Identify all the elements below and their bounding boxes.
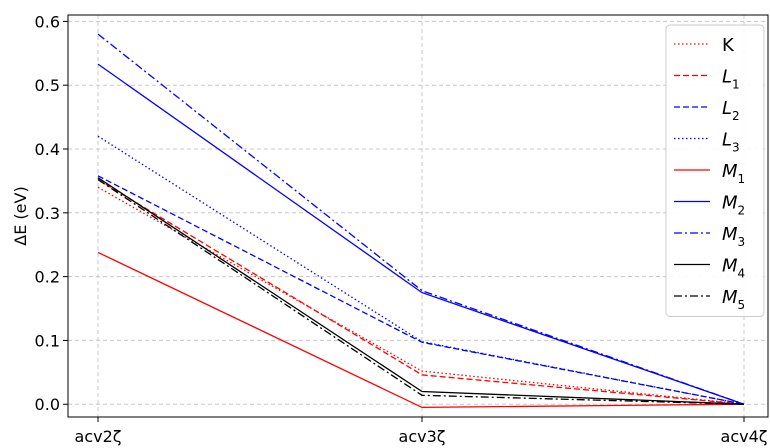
series-lines xyxy=(97,33,745,409)
legend-box xyxy=(665,24,765,317)
y-tick-label: 0.2 xyxy=(35,268,60,287)
legend: K L1 L2 L3 M1 M2 M3 M4 M5 xyxy=(665,24,765,317)
legend-label: L3 xyxy=(722,130,740,155)
series-line-m4 xyxy=(97,177,745,405)
series-line-m1 xyxy=(97,251,745,409)
legend-label: K xyxy=(722,35,735,56)
x-tick-label: acv4ζ xyxy=(721,427,768,446)
series-line-m5 xyxy=(97,179,745,405)
grid xyxy=(68,15,768,417)
x-tick-label: acv2ζ xyxy=(75,427,122,446)
legend-label: M2 xyxy=(722,193,745,218)
x-tick-label: acv3ζ xyxy=(399,427,446,446)
legend-label: L2 xyxy=(722,98,740,123)
series-line-k xyxy=(97,186,745,405)
x-axis: acv2ζ acv3ζ acv4ζ xyxy=(75,417,768,446)
plot-frame xyxy=(67,14,769,418)
y-tick-label: 0.5 xyxy=(35,76,60,95)
legend-label: L1 xyxy=(722,67,740,92)
legend-label: M5 xyxy=(722,287,745,312)
y-tick-label: 0.0 xyxy=(35,395,60,414)
y-tick-label: 0.1 xyxy=(35,331,60,350)
y-tick-label: 0.6 xyxy=(35,12,60,31)
legend-label: M3 xyxy=(722,224,745,249)
series-line-m2 xyxy=(97,63,745,405)
series-line-l2 xyxy=(97,175,745,405)
y-tick-label: 0.4 xyxy=(35,140,60,159)
series-line-m3 xyxy=(97,33,745,405)
legend-label: M4 xyxy=(722,256,745,281)
series-line-l3 xyxy=(97,135,745,405)
y-axis-label: ΔE (eV) xyxy=(11,186,30,245)
legend-label: M1 xyxy=(722,161,745,186)
y-axis: 0.0 0.1 0.2 0.3 0.4 0.5 0.6 xyxy=(35,12,68,414)
y-tick-label: 0.3 xyxy=(35,204,60,223)
series-line-l1 xyxy=(97,179,745,405)
